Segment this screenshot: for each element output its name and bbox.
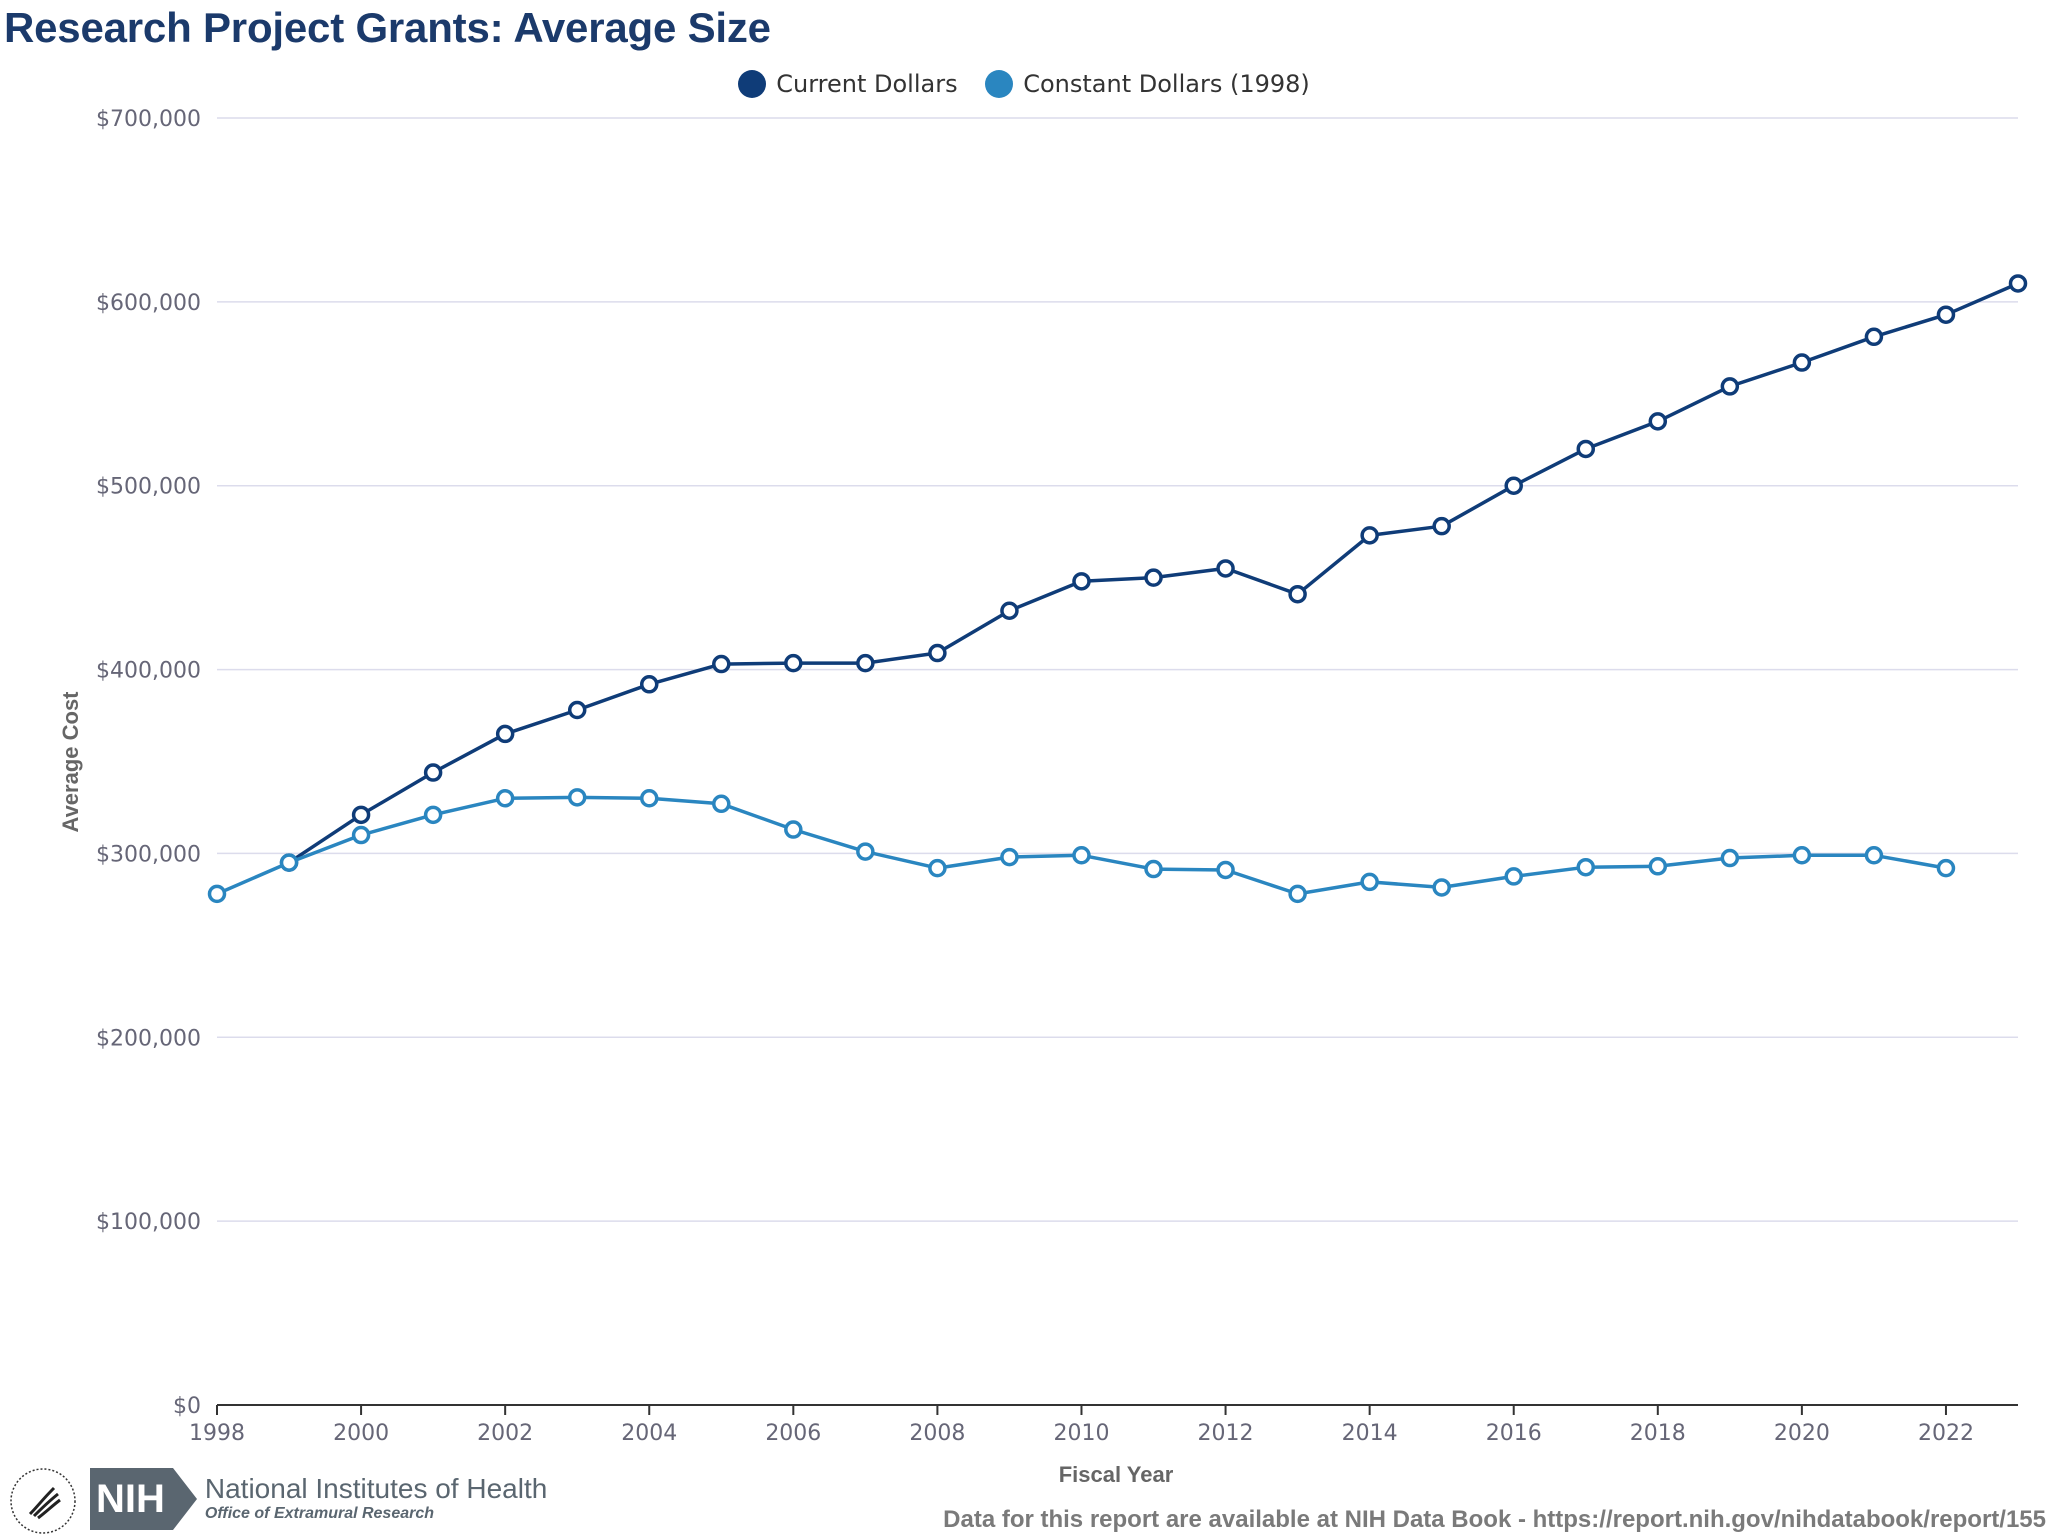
series-line-constant	[216, 795, 1947, 896]
data-point-current[interactable]	[1504, 476, 1523, 495]
x-tick-label: 2022	[1918, 1421, 1974, 1446]
data-point-constant[interactable]	[1648, 857, 1668, 876]
nih-logo: NIH National Institutes of Health Office…	[90, 1468, 547, 1530]
data-point-current[interactable]	[1360, 526, 1379, 545]
axis-layer: $0 $100,000 $200,000 $300,000 $400,000 $500,0…	[96, 107, 2018, 1446]
data-point-current[interactable]	[567, 700, 587, 720]
data-point-current[interactable]	[1144, 568, 1163, 587]
legend-item-current[interactable]: Current Dollars	[738, 70, 958, 98]
data-point-current[interactable]	[1720, 377, 1740, 396]
data-point-current[interactable]	[1216, 559, 1235, 578]
x-axis-title: Fiscal Year	[1059, 1462, 1174, 1487]
x-tick-label: 2016	[1486, 1421, 1542, 1446]
chart-title: Research Project Grants: Average Size	[4, 4, 771, 51]
legend-item-constant[interactable]: Constant Dollars (1998)	[985, 70, 1310, 98]
nih-office: Office of Extramural Research	[204, 1505, 435, 1522]
data-point-current[interactable]	[856, 653, 875, 673]
nih-logo-text: National Institutes of Health Office of …	[205, 1474, 547, 1524]
legend-label-current: Current Dollars	[776, 70, 958, 98]
hhs-seal-icon	[10, 1468, 76, 1534]
data-point-current[interactable]	[1648, 412, 1668, 431]
data-point-constant[interactable]	[1432, 878, 1451, 897]
data-point-constant[interactable]	[495, 789, 515, 808]
y-tick-label: $700,000	[96, 107, 201, 132]
data-point-current[interactable]	[423, 763, 443, 782]
y-tick-label: $0	[173, 1394, 201, 1419]
series-constant	[207, 788, 1956, 904]
data-point-current[interactable]	[1864, 327, 1884, 347]
x-tick-label: 2004	[621, 1421, 677, 1446]
y-tick-label: $600,000	[96, 291, 201, 316]
data-point-constant[interactable]	[784, 820, 803, 839]
nih-name: National Institutes of Health	[204, 1473, 548, 1504]
data-point-current[interactable]	[639, 675, 659, 694]
data-point-constant[interactable]	[1072, 846, 1091, 865]
data-point-current[interactable]	[712, 654, 731, 674]
legend-label-constant: Constant Dollars (1998)	[1023, 70, 1310, 98]
legend-swatch-constant	[985, 70, 1014, 98]
x-tick-label: 2002	[477, 1421, 533, 1446]
data-point-current[interactable]	[1000, 601, 1019, 620]
footer-note: Data for this report are available at NI…	[943, 1506, 2046, 1533]
nih-logo-badge: NIH	[90, 1468, 173, 1530]
data-point-constant[interactable]	[1000, 847, 1019, 867]
y-tick-label: $100,000	[96, 1210, 201, 1235]
data-point-constant[interactable]	[712, 794, 731, 814]
data-point-constant[interactable]	[1504, 867, 1523, 886]
x-tick-label: 2000	[333, 1421, 389, 1446]
data-point-constant[interactable]	[639, 789, 659, 808]
data-point-constant[interactable]	[423, 805, 443, 825]
data-point-current[interactable]	[784, 653, 803, 673]
data-point-constant[interactable]	[1216, 860, 1235, 880]
legend-swatch-current	[738, 70, 767, 98]
y-tick-label: $500,000	[96, 475, 201, 500]
y-tick-label: $200,000	[96, 1026, 201, 1051]
data-point-current[interactable]	[1072, 572, 1091, 591]
x-tick-label: 2018	[1630, 1421, 1686, 1446]
data-point-constant[interactable]	[207, 884, 227, 904]
data-point-current[interactable]	[1576, 439, 1596, 459]
data-point-current[interactable]	[1288, 584, 1307, 604]
x-tick-label: 2010	[1053, 1421, 1109, 1446]
data-point-current[interactable]	[351, 805, 371, 825]
x-tick-label: 2020	[1774, 1421, 1830, 1446]
legend: Current Dollars Constant Dollars (1998)	[0, 70, 2048, 104]
series-current	[279, 274, 2028, 872]
data-point-constant[interactable]	[856, 842, 875, 861]
data-point-current[interactable]	[495, 724, 515, 744]
series-layer	[207, 274, 2028, 904]
data-point-constant[interactable]	[1288, 884, 1307, 904]
data-point-constant[interactable]	[1720, 848, 1740, 868]
data-point-constant[interactable]	[1864, 846, 1884, 865]
data-point-constant[interactable]	[928, 858, 947, 878]
data-point-current[interactable]	[1936, 305, 1956, 324]
grid-layer	[217, 117, 2018, 1222]
data-point-current[interactable]	[1792, 353, 1812, 372]
data-point-constant[interactable]	[1576, 857, 1596, 877]
x-tick-label: 2014	[1342, 1421, 1398, 1446]
x-tick-label: 2008	[909, 1421, 965, 1446]
data-point-constant[interactable]	[1360, 872, 1379, 892]
x-tick-label: 1998	[189, 1421, 245, 1446]
x-tick-label: 2006	[765, 1421, 821, 1446]
x-tick-label: 2012	[1198, 1421, 1254, 1446]
data-point-constant[interactable]	[1144, 859, 1163, 879]
data-point-constant[interactable]	[279, 853, 299, 872]
data-point-constant[interactable]	[567, 788, 587, 807]
data-point-current[interactable]	[1432, 516, 1451, 536]
y-tick-label: $400,000	[96, 659, 201, 684]
data-point-current[interactable]	[2008, 274, 2028, 293]
data-point-constant[interactable]	[1936, 858, 1956, 878]
data-point-constant[interactable]	[351, 825, 371, 845]
y-tick-label: $300,000	[96, 842, 201, 867]
data-point-current[interactable]	[928, 643, 947, 663]
data-point-constant[interactable]	[1792, 846, 1812, 865]
nih-logo-arrow-icon	[172, 1468, 197, 1530]
y-axis-title: Average Cost	[58, 691, 83, 833]
